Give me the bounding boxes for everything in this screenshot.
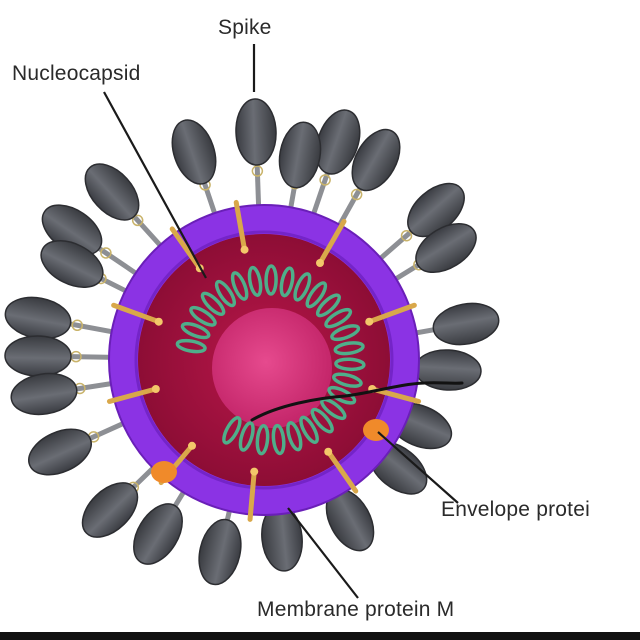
helix-turn xyxy=(175,338,207,354)
helix-turn xyxy=(180,321,211,340)
spike-hinge xyxy=(131,214,144,227)
spike-head xyxy=(432,302,500,346)
spike-head xyxy=(278,121,322,189)
spike-proteins xyxy=(4,98,500,586)
spike-head xyxy=(133,503,183,565)
helix-turn xyxy=(271,423,286,456)
helix-turn xyxy=(327,385,357,405)
spike-head xyxy=(4,335,72,377)
helix-turn xyxy=(247,265,263,297)
helix-turn xyxy=(222,416,242,445)
spike-head xyxy=(414,349,482,391)
membrane-protein-tip xyxy=(240,245,249,254)
envelope-leader-line xyxy=(377,431,459,504)
helix-turn xyxy=(332,372,363,388)
helix-turn xyxy=(200,291,226,317)
spike-head xyxy=(415,222,477,274)
helix-turn xyxy=(333,341,365,356)
spike-head xyxy=(10,372,78,416)
nucleocapsid-leader-line xyxy=(103,91,207,279)
membrane-protein-tip xyxy=(316,259,324,268)
helix-turn xyxy=(230,271,249,301)
helix-turn xyxy=(320,397,347,421)
spike-head xyxy=(40,240,104,288)
membrane-protein-stalk xyxy=(111,302,162,325)
bottom-edge-bar xyxy=(0,632,640,640)
membrane-protein-tip xyxy=(188,441,197,450)
membrane-protein-stalk xyxy=(106,386,159,404)
spike-hinge xyxy=(100,247,112,259)
spike-hinge xyxy=(251,165,264,177)
spike-hinge xyxy=(71,319,84,332)
membrane-leader-line xyxy=(287,507,359,599)
membrane-protein-stalk xyxy=(317,218,347,266)
helix-turn xyxy=(214,279,237,308)
helix-turn xyxy=(310,407,334,434)
spike-head xyxy=(171,119,217,185)
spike-hinge xyxy=(350,188,363,201)
spike-head xyxy=(351,128,401,192)
helix-turn xyxy=(334,357,366,372)
membrane-protein-tip xyxy=(250,467,259,476)
membrane-protein-stalk xyxy=(247,469,257,522)
helix-turn xyxy=(255,423,270,456)
helix-turn xyxy=(299,415,319,445)
helix-turn xyxy=(279,266,295,298)
membrane-protein-tip xyxy=(151,384,160,393)
label-membrane-protein: Membrane protein M xyxy=(257,598,455,621)
membrane-protein-stalk xyxy=(233,199,248,253)
helix-turn xyxy=(330,324,361,342)
helix-turn xyxy=(238,421,255,452)
spike-head xyxy=(81,482,139,538)
helix-turn xyxy=(264,264,278,296)
spike-hinge xyxy=(319,174,331,186)
helix-turn xyxy=(315,293,341,318)
membrane-protein-tip xyxy=(324,447,333,456)
helix-turn xyxy=(189,305,217,327)
membrane-protein-stalk xyxy=(169,226,203,271)
nucleocapsid-helix xyxy=(175,264,366,456)
membrane-protein-stalk xyxy=(366,302,417,325)
spike-head xyxy=(235,98,277,166)
label-nucleocapsid: Nucleocapsid xyxy=(12,62,141,85)
membrane-protein-stalk xyxy=(325,449,359,494)
envelope-inner-edge xyxy=(134,230,394,490)
spike-head xyxy=(84,163,140,221)
spike-head xyxy=(198,518,242,586)
spike-hinge xyxy=(400,229,413,242)
spike-head xyxy=(28,428,92,476)
membrane-proteins xyxy=(106,199,422,522)
membrane-protein-tip xyxy=(154,317,163,326)
envelope-protein xyxy=(151,461,177,483)
label-spike: Spike xyxy=(218,16,272,39)
membrane-protein-tip xyxy=(365,317,374,326)
rna-core xyxy=(212,308,332,428)
helix-turn xyxy=(293,272,312,302)
label-envelope-protein: Envelope protei xyxy=(441,498,590,521)
hand-drawn-annotation xyxy=(250,381,464,422)
helix-turn xyxy=(286,421,303,452)
helix-turn xyxy=(324,307,353,329)
helix-turn xyxy=(305,281,328,309)
